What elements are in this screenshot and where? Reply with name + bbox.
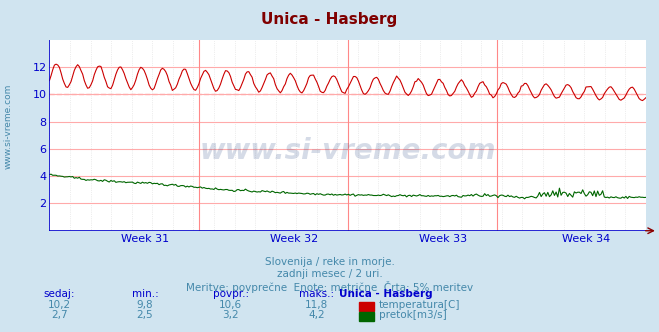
- Text: Unica - Hasberg: Unica - Hasberg: [262, 12, 397, 27]
- Text: povpr.:: povpr.:: [213, 290, 248, 299]
- Text: 9,8: 9,8: [136, 300, 154, 310]
- Text: min.:: min.:: [132, 290, 158, 299]
- Text: www.si-vreme.com: www.si-vreme.com: [200, 136, 496, 165]
- Text: sedaj:: sedaj:: [43, 290, 75, 299]
- Text: 2,5: 2,5: [136, 310, 154, 320]
- Text: pretok[m3/s]: pretok[m3/s]: [379, 310, 447, 320]
- Text: www.si-vreme.com: www.si-vreme.com: [3, 83, 13, 169]
- Text: temperatura[C]: temperatura[C]: [379, 300, 461, 310]
- Text: 3,2: 3,2: [222, 310, 239, 320]
- Text: 11,8: 11,8: [304, 300, 328, 310]
- Text: 10,2: 10,2: [47, 300, 71, 310]
- Text: 2,7: 2,7: [51, 310, 68, 320]
- Text: maks.:: maks.:: [299, 290, 334, 299]
- Text: Unica - Hasberg: Unica - Hasberg: [339, 290, 432, 299]
- Text: Meritve: povprečne  Enote: metrične  Črta: 5% meritev: Meritve: povprečne Enote: metrične Črta:…: [186, 281, 473, 292]
- Text: zadnji mesec / 2 uri.: zadnji mesec / 2 uri.: [277, 269, 382, 279]
- Text: 10,6: 10,6: [219, 300, 243, 310]
- Text: 4,2: 4,2: [308, 310, 325, 320]
- Text: Slovenija / reke in morje.: Slovenija / reke in morje.: [264, 257, 395, 267]
